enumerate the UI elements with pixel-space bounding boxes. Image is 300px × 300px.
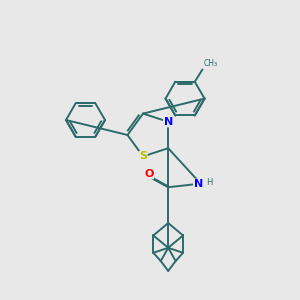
Text: O: O: [144, 169, 153, 179]
Text: H: H: [206, 178, 212, 187]
Text: N: N: [164, 117, 173, 127]
Text: S: S: [139, 152, 147, 161]
Text: CH₃: CH₃: [204, 59, 218, 68]
Text: N: N: [194, 179, 203, 189]
